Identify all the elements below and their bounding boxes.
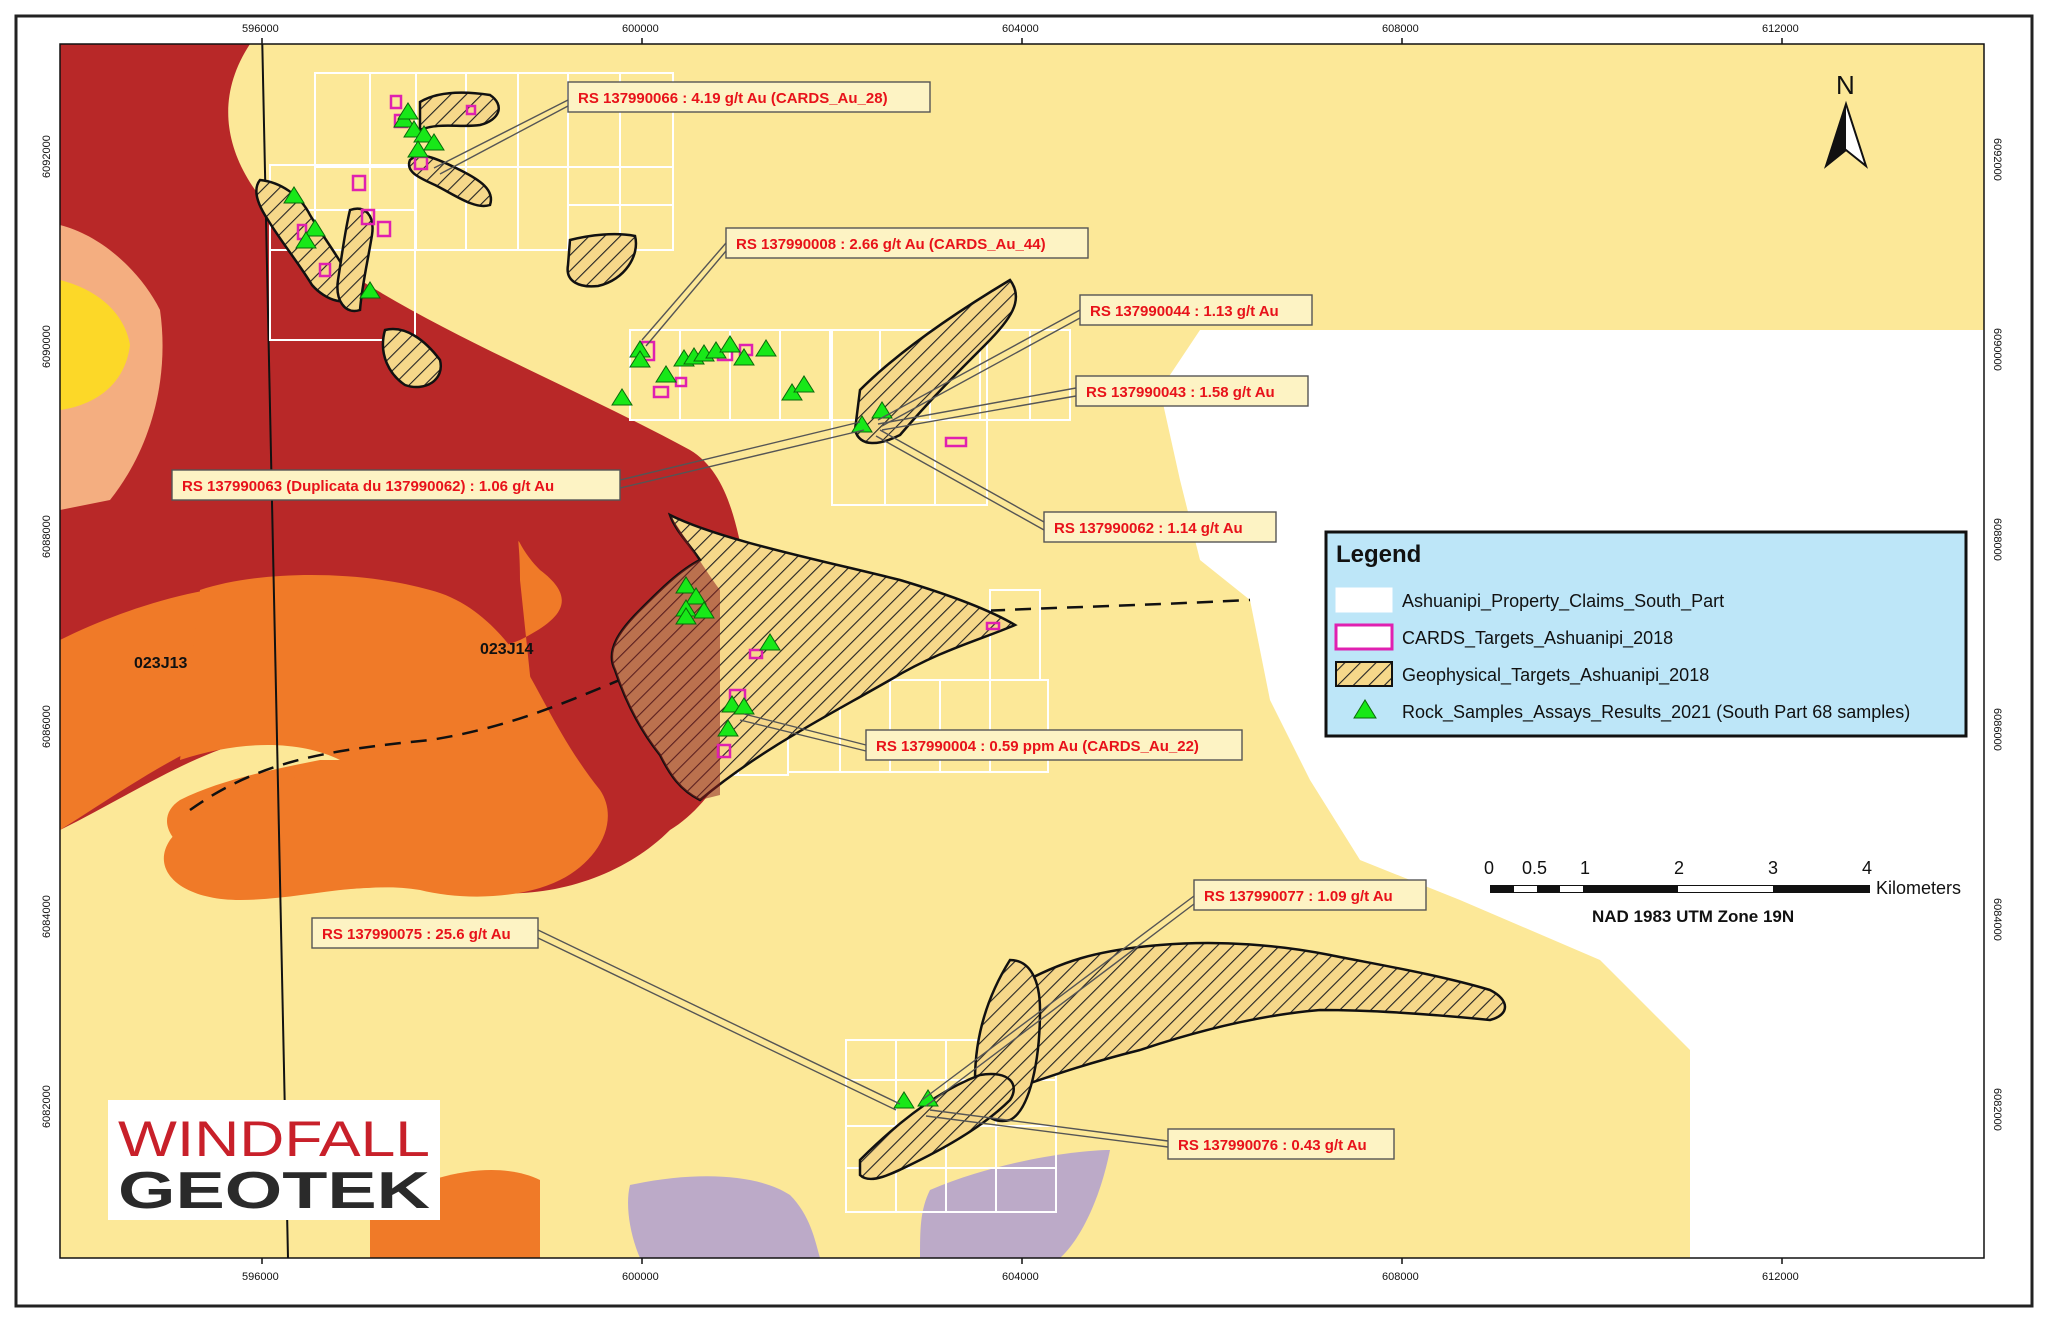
logo-line1: WINDFALL <box>118 1111 430 1167</box>
x-tick-top: 608000 <box>1382 23 1419 35</box>
x-tick-bottom: 608000 <box>1382 1271 1419 1283</box>
y-tick-right: 6088000 <box>1991 518 2003 561</box>
x-tick-top: 604000 <box>1002 23 1039 35</box>
company-logo: WINDFALL GEOTEK <box>108 1100 440 1220</box>
geology-lavender-1 <box>628 1176 820 1258</box>
target-overlap-zone <box>611 515 720 800</box>
y-tick-left: 6084000 <box>41 895 53 938</box>
scale-bar: 0 0.5 1 2 3 4 Kilometers NAD 1983 UTM Zo… <box>1484 858 1961 926</box>
sample-label: RS 137990075 : 25.6 g/t Au <box>322 926 511 943</box>
sample-label: RS 137990044 : 1.13 g/t Au <box>1090 303 1279 320</box>
scale-tick-1: 1 <box>1580 858 1590 878</box>
scale-tick-0: 0 <box>1484 858 1494 878</box>
x-tick-bottom: 612000 <box>1762 1271 1799 1283</box>
legend-item-geophysical: Geophysical_Targets_Ashuanipi_2018 <box>1402 665 1709 686</box>
y-tick-left: 6082000 <box>41 1085 53 1128</box>
legend-item-samples: Rock_Samples_Assays_Results_2021 (South … <box>1402 702 1910 723</box>
cards-swatch <box>1334 623 1394 651</box>
map-area[interactable]: 023J13 023J14 RS 137990066 : 4.19 g/t Au… <box>60 30 1984 1258</box>
sample-label: RS 137990043 : 1.58 g/t Au <box>1086 384 1275 401</box>
y-tick-right: 6086000 <box>1991 708 2003 751</box>
y-tick-right: 6090000 <box>1991 328 2003 371</box>
scale-tick-4: 4 <box>1862 858 1872 878</box>
hatch-swatch <box>1335 661 1393 687</box>
scale-tick-0-5: 0.5 <box>1522 858 1547 878</box>
zone-label-023J13: 023J13 <box>134 655 187 672</box>
scale-tick-3: 3 <box>1768 858 1778 878</box>
projection-label: NAD 1983 UTM Zone 19N <box>1592 907 1794 926</box>
x-tick-top: 600000 <box>622 23 659 35</box>
x-tick-bottom: 596000 <box>242 1271 279 1283</box>
axis-ticks <box>261 38 1783 1264</box>
legend-title: Legend <box>1336 541 1421 568</box>
label-group: RS 137990066 : 4.19 g/t Au (CARDS_Au_28)… <box>171 81 1427 1160</box>
x-tick-bottom: 604000 <box>1002 1271 1039 1283</box>
y-tick-left: 6088000 <box>41 515 53 558</box>
legend-item-claims: Ashuanipi_Property_Claims_South_Part <box>1402 591 1724 612</box>
x-tick-bottom: 600000 <box>622 1271 659 1283</box>
leader-lines <box>433 99 1195 1148</box>
sample-label: RS 137990004 : 0.59 ppm Au (CARDS_Au_22) <box>876 738 1199 755</box>
logo-line2: GEOTEK <box>118 1162 431 1220</box>
scale-tick-2: 2 <box>1674 858 1684 878</box>
geology-lavender-2 <box>920 1150 1110 1258</box>
geology-yellow <box>60 44 1984 1258</box>
y-tick-right: 6084000 <box>1991 898 2003 941</box>
sample-label: RS 137990077 : 1.09 g/t Au <box>1204 888 1393 905</box>
sample-label: RS 137990062 : 1.14 g/t Au <box>1054 520 1243 537</box>
y-tick-left: 6092000 <box>41 135 53 178</box>
north-arrow: N <box>1824 70 1868 169</box>
triangle-icon <box>1353 699 1377 719</box>
geology-bright-yellow <box>60 280 130 410</box>
sample-label: RS 137990066 : 4.19 g/t Au (CARDS_Au_28) <box>578 90 888 107</box>
legend-item-cards: CARDS_Targets_Ashuanipi_2018 <box>1402 628 1673 649</box>
y-tick-left: 6090000 <box>41 325 53 368</box>
x-tick-top: 596000 <box>242 23 279 35</box>
scale-unit: Kilometers <box>1876 878 1961 898</box>
legend: Legend Ashuanipi_Property_Claims_South_P… <box>1324 530 1968 738</box>
zone-boundary-line <box>261 44 289 1258</box>
y-tick-left: 6086000 <box>41 705 53 748</box>
x-tick-top: 612000 <box>1762 23 1799 35</box>
claims-swatch <box>1335 587 1393 613</box>
sample-label: RS 137990076 : 0.43 g/t Au <box>1178 1137 1367 1154</box>
y-tick-right: 6092000 <box>1991 138 2003 181</box>
sample-label: RS 137990063 (Duplicata du 137990062) : … <box>182 478 554 495</box>
sample-label: RS 137990008 : 2.66 g/t Au (CARDS_Au_44) <box>736 236 1046 253</box>
rock-samples <box>283 102 939 1109</box>
y-tick-right: 6082000 <box>1991 1088 2003 1131</box>
zone-label-023J14: 023J14 <box>480 641 533 658</box>
north-label: N <box>1836 70 1855 100</box>
